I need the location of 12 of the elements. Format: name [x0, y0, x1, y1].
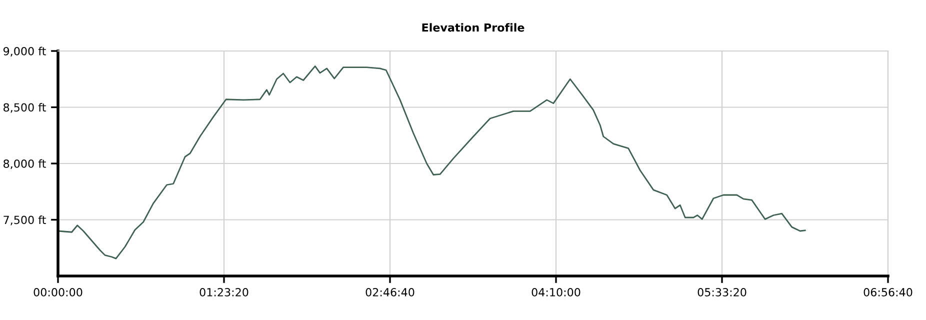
y-tick-label: 9,000 ft	[3, 46, 46, 57]
x-tick-label: 04:10:00	[532, 288, 580, 296]
y-tick-label: 7,500 ft	[4, 216, 46, 226]
x-tick-label: 01:23:20	[200, 288, 248, 296]
x-tick-label: 02:46:40	[366, 288, 414, 296]
y-tick-label: 8,500 ft	[4, 103, 46, 113]
y-tick-label: 8,000 ft	[4, 159, 46, 170]
x-tick-label: 06:56:40	[864, 288, 912, 296]
line-series	[58, 65, 806, 260]
x-tick-label: 05:33:20	[698, 288, 746, 296]
chart-title: Elevation Profile	[422, 23, 524, 32]
x-tick-label: 00:00:00	[34, 288, 82, 296]
